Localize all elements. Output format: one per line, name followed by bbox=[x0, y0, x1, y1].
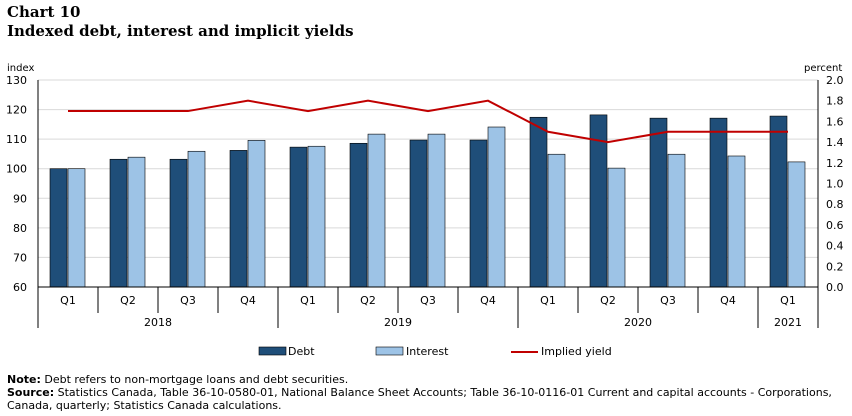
interest-bar bbox=[247, 140, 266, 288]
interest-bar bbox=[427, 133, 446, 288]
debt-bar bbox=[109, 158, 128, 288]
y2-tick-label: 0.2 bbox=[826, 260, 844, 273]
x-tick-label: Q1 bbox=[780, 294, 796, 307]
legend-interest-swatch bbox=[375, 346, 404, 356]
y-tick-label: 70 bbox=[13, 251, 27, 264]
source-label: Source: bbox=[7, 386, 55, 399]
interest-bar bbox=[367, 133, 386, 288]
y2-tick-label: 0.8 bbox=[826, 198, 844, 211]
x-tick-label: Q4 bbox=[480, 294, 496, 307]
debt-bar bbox=[169, 158, 188, 288]
legend-debt-swatch bbox=[258, 346, 287, 356]
debt-bar bbox=[349, 142, 368, 288]
y2-tick-label: 1.8 bbox=[826, 95, 844, 108]
y-tick-label: 100 bbox=[6, 163, 27, 176]
y2-tick-label: 0.4 bbox=[826, 240, 844, 253]
source-text: Statistics Canada, Table 36-10-0580-01, … bbox=[7, 386, 832, 412]
chart-notes: Note: Debt refers to non-mortgage loans … bbox=[7, 373, 847, 412]
interest-bar bbox=[787, 161, 806, 288]
x-tick-label: Q3 bbox=[180, 294, 196, 307]
y2-tick-label: 2.0 bbox=[826, 74, 844, 87]
interest-bar bbox=[727, 155, 746, 288]
interest-bar bbox=[187, 150, 206, 288]
implied-yield-line bbox=[68, 99, 788, 144]
y2-tick-label: 0.6 bbox=[826, 219, 844, 232]
interest-bar bbox=[307, 145, 326, 288]
year-label: 2018 bbox=[144, 316, 172, 329]
x-tick-label: Q2 bbox=[120, 294, 136, 307]
x-tick-label: Q3 bbox=[660, 294, 676, 307]
y-tick-label: 130 bbox=[6, 74, 27, 87]
legend-interest-label: Interest bbox=[406, 345, 449, 358]
x-tick-label: Q4 bbox=[240, 294, 256, 307]
x-tick-label: Q2 bbox=[360, 294, 376, 307]
legend-yield-label: Implied yield bbox=[541, 345, 612, 358]
year-label: 2020 bbox=[624, 316, 652, 329]
x-tick-label: Q4 bbox=[720, 294, 736, 307]
debt-bar bbox=[49, 168, 68, 288]
y-tick-label: 120 bbox=[6, 104, 27, 117]
interest-bar bbox=[67, 168, 86, 288]
y2-tick-label: 1.2 bbox=[826, 157, 844, 170]
interest-bar bbox=[487, 126, 506, 288]
debt-bar bbox=[409, 139, 428, 288]
y2-axis-title: percent bbox=[804, 63, 843, 74]
debt-bar bbox=[709, 117, 728, 288]
x-tick-label: Q3 bbox=[420, 294, 436, 307]
x-tick-label: Q1 bbox=[300, 294, 316, 307]
y-axis-title: index bbox=[7, 63, 35, 74]
debt-bar bbox=[229, 150, 248, 288]
legend-debt-label: Debt bbox=[288, 345, 315, 358]
year-label: 2021 bbox=[774, 316, 802, 329]
y2-tick-label: 1.4 bbox=[826, 136, 844, 149]
y-tick-label: 110 bbox=[6, 133, 27, 146]
y-tick-label: 60 bbox=[13, 281, 27, 294]
debt-bar bbox=[469, 139, 488, 288]
chart-title: Chart 10 bbox=[7, 3, 81, 21]
interest-bar bbox=[667, 153, 686, 288]
y-tick-label: 80 bbox=[13, 222, 27, 235]
interest-bar bbox=[127, 156, 146, 288]
note-label: Note: bbox=[7, 373, 41, 386]
chart-subtitle: Indexed debt, interest and implicit yiel… bbox=[7, 22, 354, 40]
source-line: Source: Statistics Canada, Table 36-10-0… bbox=[7, 386, 847, 412]
debt-bar bbox=[289, 146, 308, 288]
interest-bar bbox=[607, 167, 626, 288]
y-tick-label: 90 bbox=[13, 192, 27, 205]
year-label: 2019 bbox=[384, 316, 412, 329]
x-tick-label: Q1 bbox=[60, 294, 76, 307]
y2-tick-label: 0.0 bbox=[826, 281, 844, 294]
interest-bar bbox=[547, 153, 566, 288]
debt-bar bbox=[649, 117, 668, 288]
note-text: Debt refers to non-mortgage loans and de… bbox=[44, 373, 349, 386]
y2-tick-label: 1.0 bbox=[826, 178, 844, 191]
y2-tick-label: 1.6 bbox=[826, 115, 844, 128]
note-line: Note: Debt refers to non-mortgage loans … bbox=[7, 373, 847, 386]
x-tick-label: Q2 bbox=[600, 294, 616, 307]
x-tick-label: Q1 bbox=[540, 294, 556, 307]
debt-bar bbox=[769, 115, 788, 288]
chart-canvas: 60 70 80 90 100 110 120 130 0.0 0.2 0.4 0.6 0.8 1.0 1.… bbox=[6, 74, 844, 358]
debt-bar bbox=[529, 116, 548, 288]
